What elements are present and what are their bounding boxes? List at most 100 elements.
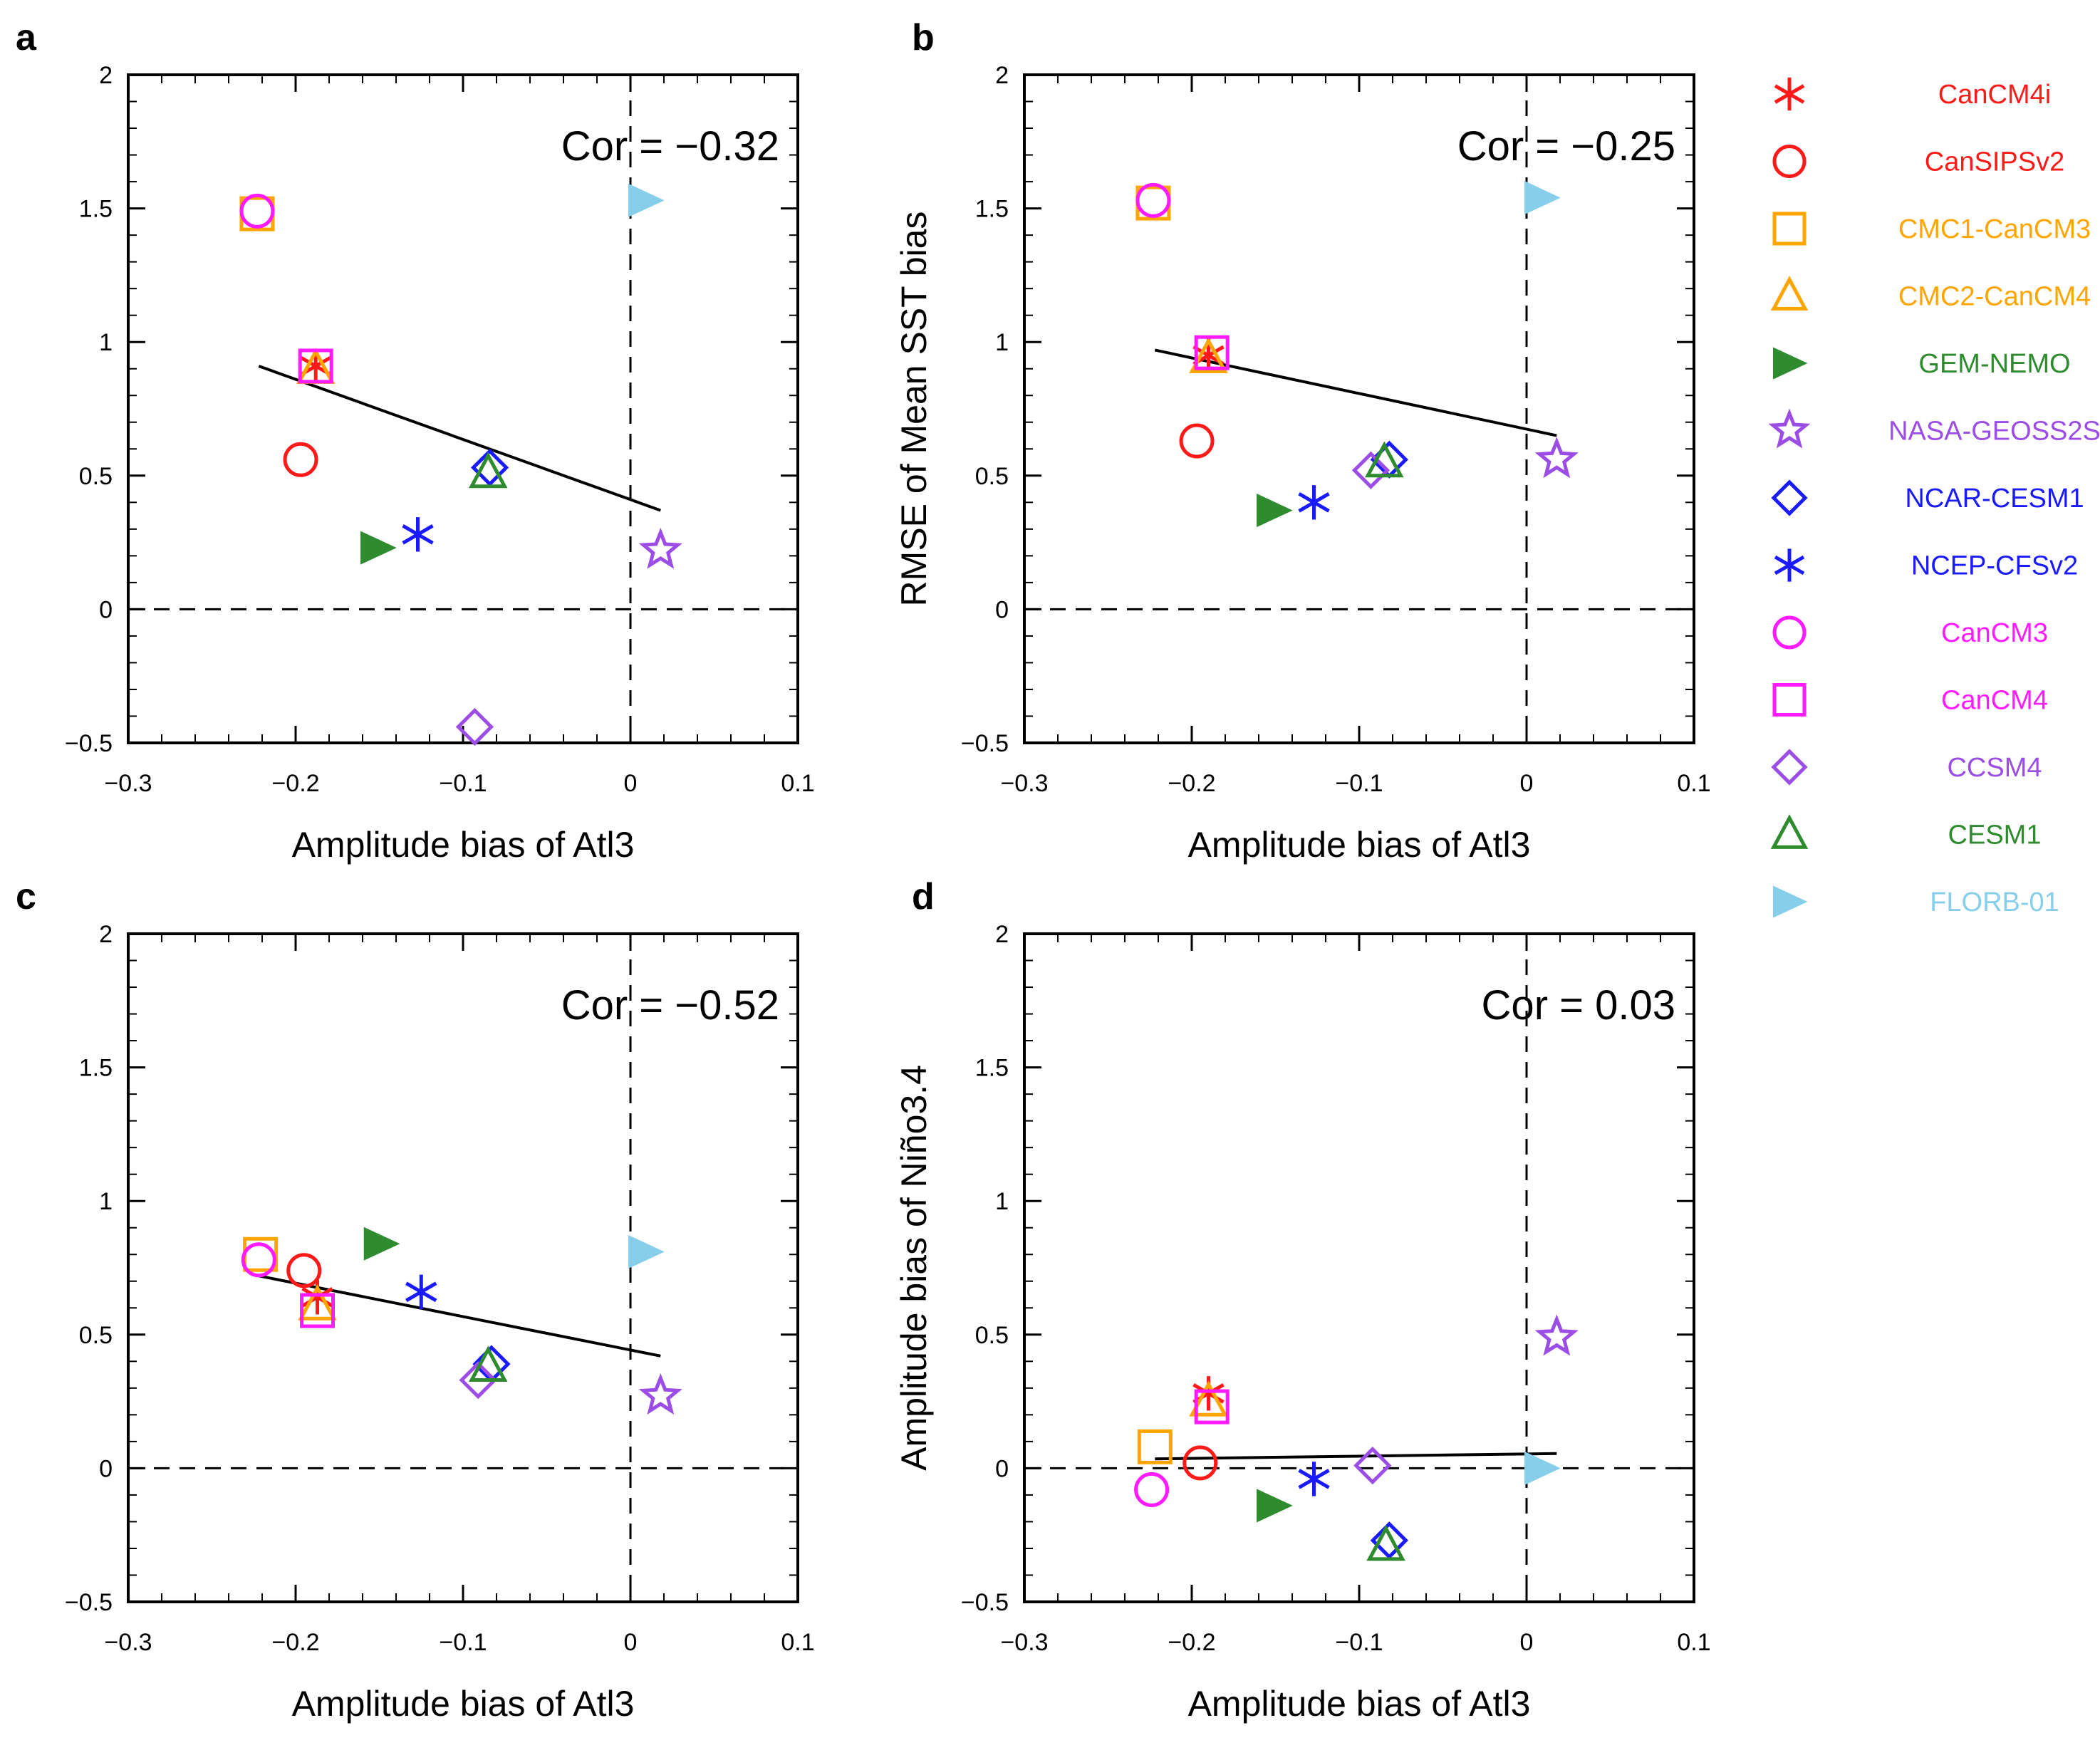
y-tick-label: 0 <box>99 596 113 623</box>
x-tick-label: −0.2 <box>1168 1629 1215 1656</box>
y-tick-label: 0.5 <box>79 1322 113 1349</box>
legend-label-cansipsv2: CanSIPSv2 <box>1925 147 2064 177</box>
y-tick-label: 0.5 <box>79 463 113 490</box>
y-tick-label: 2 <box>99 921 113 948</box>
y-tick-label: −0.5 <box>65 730 113 757</box>
x-axis-label: Amplitude bias of Atl3 <box>1188 1684 1531 1724</box>
y-tick-label: 0 <box>995 1455 1009 1482</box>
legend: CanCM4i CanSIPSv2 CMC1-CanCM3 CMC2-CanCM4 GE… <box>1768 77 2100 918</box>
point-ccsm4 <box>1351 451 1391 489</box>
panel-letter: c <box>16 876 36 917</box>
x-tick-label: 0 <box>1520 1629 1534 1656</box>
x-tick-label: 0.1 <box>781 770 814 797</box>
panel-b: b −0.3 −0.2 −0.1 0 0.1 −0.5 0 0.5 1 1.5 2 Amplitude … <box>894 17 1711 865</box>
point-ncep-cfsv2 <box>405 1274 437 1309</box>
legend-label-cesm1: CESM1 <box>1948 821 2042 850</box>
y-axis-label: RMSE of Mean SST bias <box>894 212 934 607</box>
regression-line <box>258 1274 661 1358</box>
y-tick-label: 2 <box>995 62 1009 89</box>
point-nasa-geoss2s <box>1534 437 1579 479</box>
point-cansipsv2 <box>1182 1445 1218 1481</box>
legend-label-ncar-cesm1: NCAR-CESM1 <box>1905 484 2084 514</box>
x-tick-label: −0.3 <box>104 1629 152 1656</box>
y-tick-label: 1.5 <box>79 196 113 223</box>
y-tick-label: 1 <box>99 1188 113 1215</box>
y-tick-label: 1.5 <box>975 196 1009 223</box>
point-cmc1-cancm3 <box>239 196 275 231</box>
correlation-label: Cor = −0.32 <box>561 123 779 170</box>
legend-label-ccsm4: CCSM4 <box>1947 753 2042 783</box>
point-ccsm4 <box>1353 1447 1392 1485</box>
legend-marker-cansipsv2 <box>1772 145 1807 178</box>
x-tick-label: 0.1 <box>781 1629 814 1656</box>
y-tick-label: 0.5 <box>975 463 1009 490</box>
point-ncep-cfsv2 <box>1298 1462 1330 1496</box>
legend-marker-cancm4 <box>1772 683 1807 717</box>
point-florb-01 <box>628 183 665 217</box>
legend-label-cancm4: CanCM4 <box>1941 686 2048 716</box>
panel-letter: d <box>912 876 935 917</box>
panel-letter: b <box>912 17 935 58</box>
y-tick-label: −0.5 <box>65 1589 113 1616</box>
x-tick-label: −0.2 <box>271 770 319 797</box>
point-cansipsv2 <box>283 442 318 477</box>
legend-label-cmc2-cancm4: CMC2-CanCM4 <box>1898 282 2091 312</box>
legend-marker-ccsm4 <box>1771 749 1808 786</box>
y-tick-label: 2 <box>995 921 1009 948</box>
point-ncep-cfsv2 <box>402 517 434 552</box>
y-tick-label: 1 <box>99 329 113 356</box>
legend-marker-cancm3 <box>1772 615 1807 650</box>
point-ncar-cesm1 <box>1370 1521 1408 1560</box>
plot-frame <box>1023 73 1695 744</box>
point-cancm3 <box>1134 1472 1170 1507</box>
legend-marker-cancm4i <box>1774 77 1805 111</box>
point-cancm4 <box>300 1293 336 1328</box>
legend-marker-cmc1-cancm3 <box>1772 212 1807 246</box>
legend-label-florb-01: FLORB-01 <box>1930 887 2059 917</box>
x-axis-label: Amplitude bias of Atl3 <box>292 825 635 865</box>
point-florb-01 <box>1524 1451 1561 1485</box>
point-cancm3 <box>241 1242 276 1278</box>
point-ccsm4 <box>455 707 494 746</box>
point-cesm1 <box>468 452 508 489</box>
point-nasa-geoss2s <box>638 527 682 569</box>
panel-letter: a <box>16 17 37 58</box>
x-axis-label: Amplitude bias of Atl3 <box>1188 825 1531 865</box>
x-tick-label: −0.3 <box>104 770 152 797</box>
plot-frame <box>127 73 799 744</box>
point-cmc1-cancm3 <box>1135 185 1171 221</box>
y-tick-label: −0.5 <box>961 1589 1009 1616</box>
point-gem-nemo <box>1257 494 1293 528</box>
legend-label-nasa-geoss2s: NASA-GEOSS2S <box>1888 417 2100 447</box>
x-axis-label: Amplitude bias of Atl3 <box>292 1684 635 1724</box>
point-cancm3 <box>239 193 275 229</box>
x-tick-label: −0.2 <box>1168 770 1215 797</box>
x-tick-label: 0.1 <box>1677 770 1710 797</box>
y-tick-label: 1.5 <box>79 1055 113 1082</box>
point-cesm1 <box>1366 1524 1405 1561</box>
x-tick-label: 0.1 <box>1677 1629 1710 1656</box>
regression-line <box>258 365 661 512</box>
correlation-label: Cor = 0.03 <box>1482 982 1675 1028</box>
point-nasa-geoss2s <box>1534 1314 1579 1356</box>
panel-d: d −0.3 −0.2 −0.1 0 0.1 −0.5 0 0.5 1 1.5 2 Amplitude … <box>894 876 1711 1724</box>
point-cmc2-cancm4 <box>1189 337 1228 373</box>
x-tick-label: −0.1 <box>1335 1629 1383 1656</box>
point-gem-nemo <box>363 1227 400 1261</box>
x-tick-label: −0.3 <box>1000 1629 1048 1656</box>
y-tick-label: 0 <box>995 596 1009 623</box>
x-tick-label: 0 <box>624 770 638 797</box>
legend-label-gem-nemo: GEM-NEMO <box>1918 349 2070 379</box>
legend-marker-florb-01 <box>1772 885 1808 918</box>
legend-marker-gem-nemo <box>1772 347 1808 380</box>
x-tick-label: 0 <box>624 1629 638 1656</box>
point-cmc2-cancm4 <box>298 1284 337 1321</box>
point-cmc2-cancm4 <box>1189 1380 1228 1417</box>
point-florb-01 <box>628 1234 665 1269</box>
y-axis-label: Amplitude bias of Niño3.4 <box>894 1065 934 1471</box>
point-cesm1 <box>468 1345 508 1382</box>
x-tick-label: −0.1 <box>1335 770 1383 797</box>
plot-frame <box>1023 932 1695 1603</box>
legend-marker-cmc2-cancm4 <box>1770 276 1809 311</box>
